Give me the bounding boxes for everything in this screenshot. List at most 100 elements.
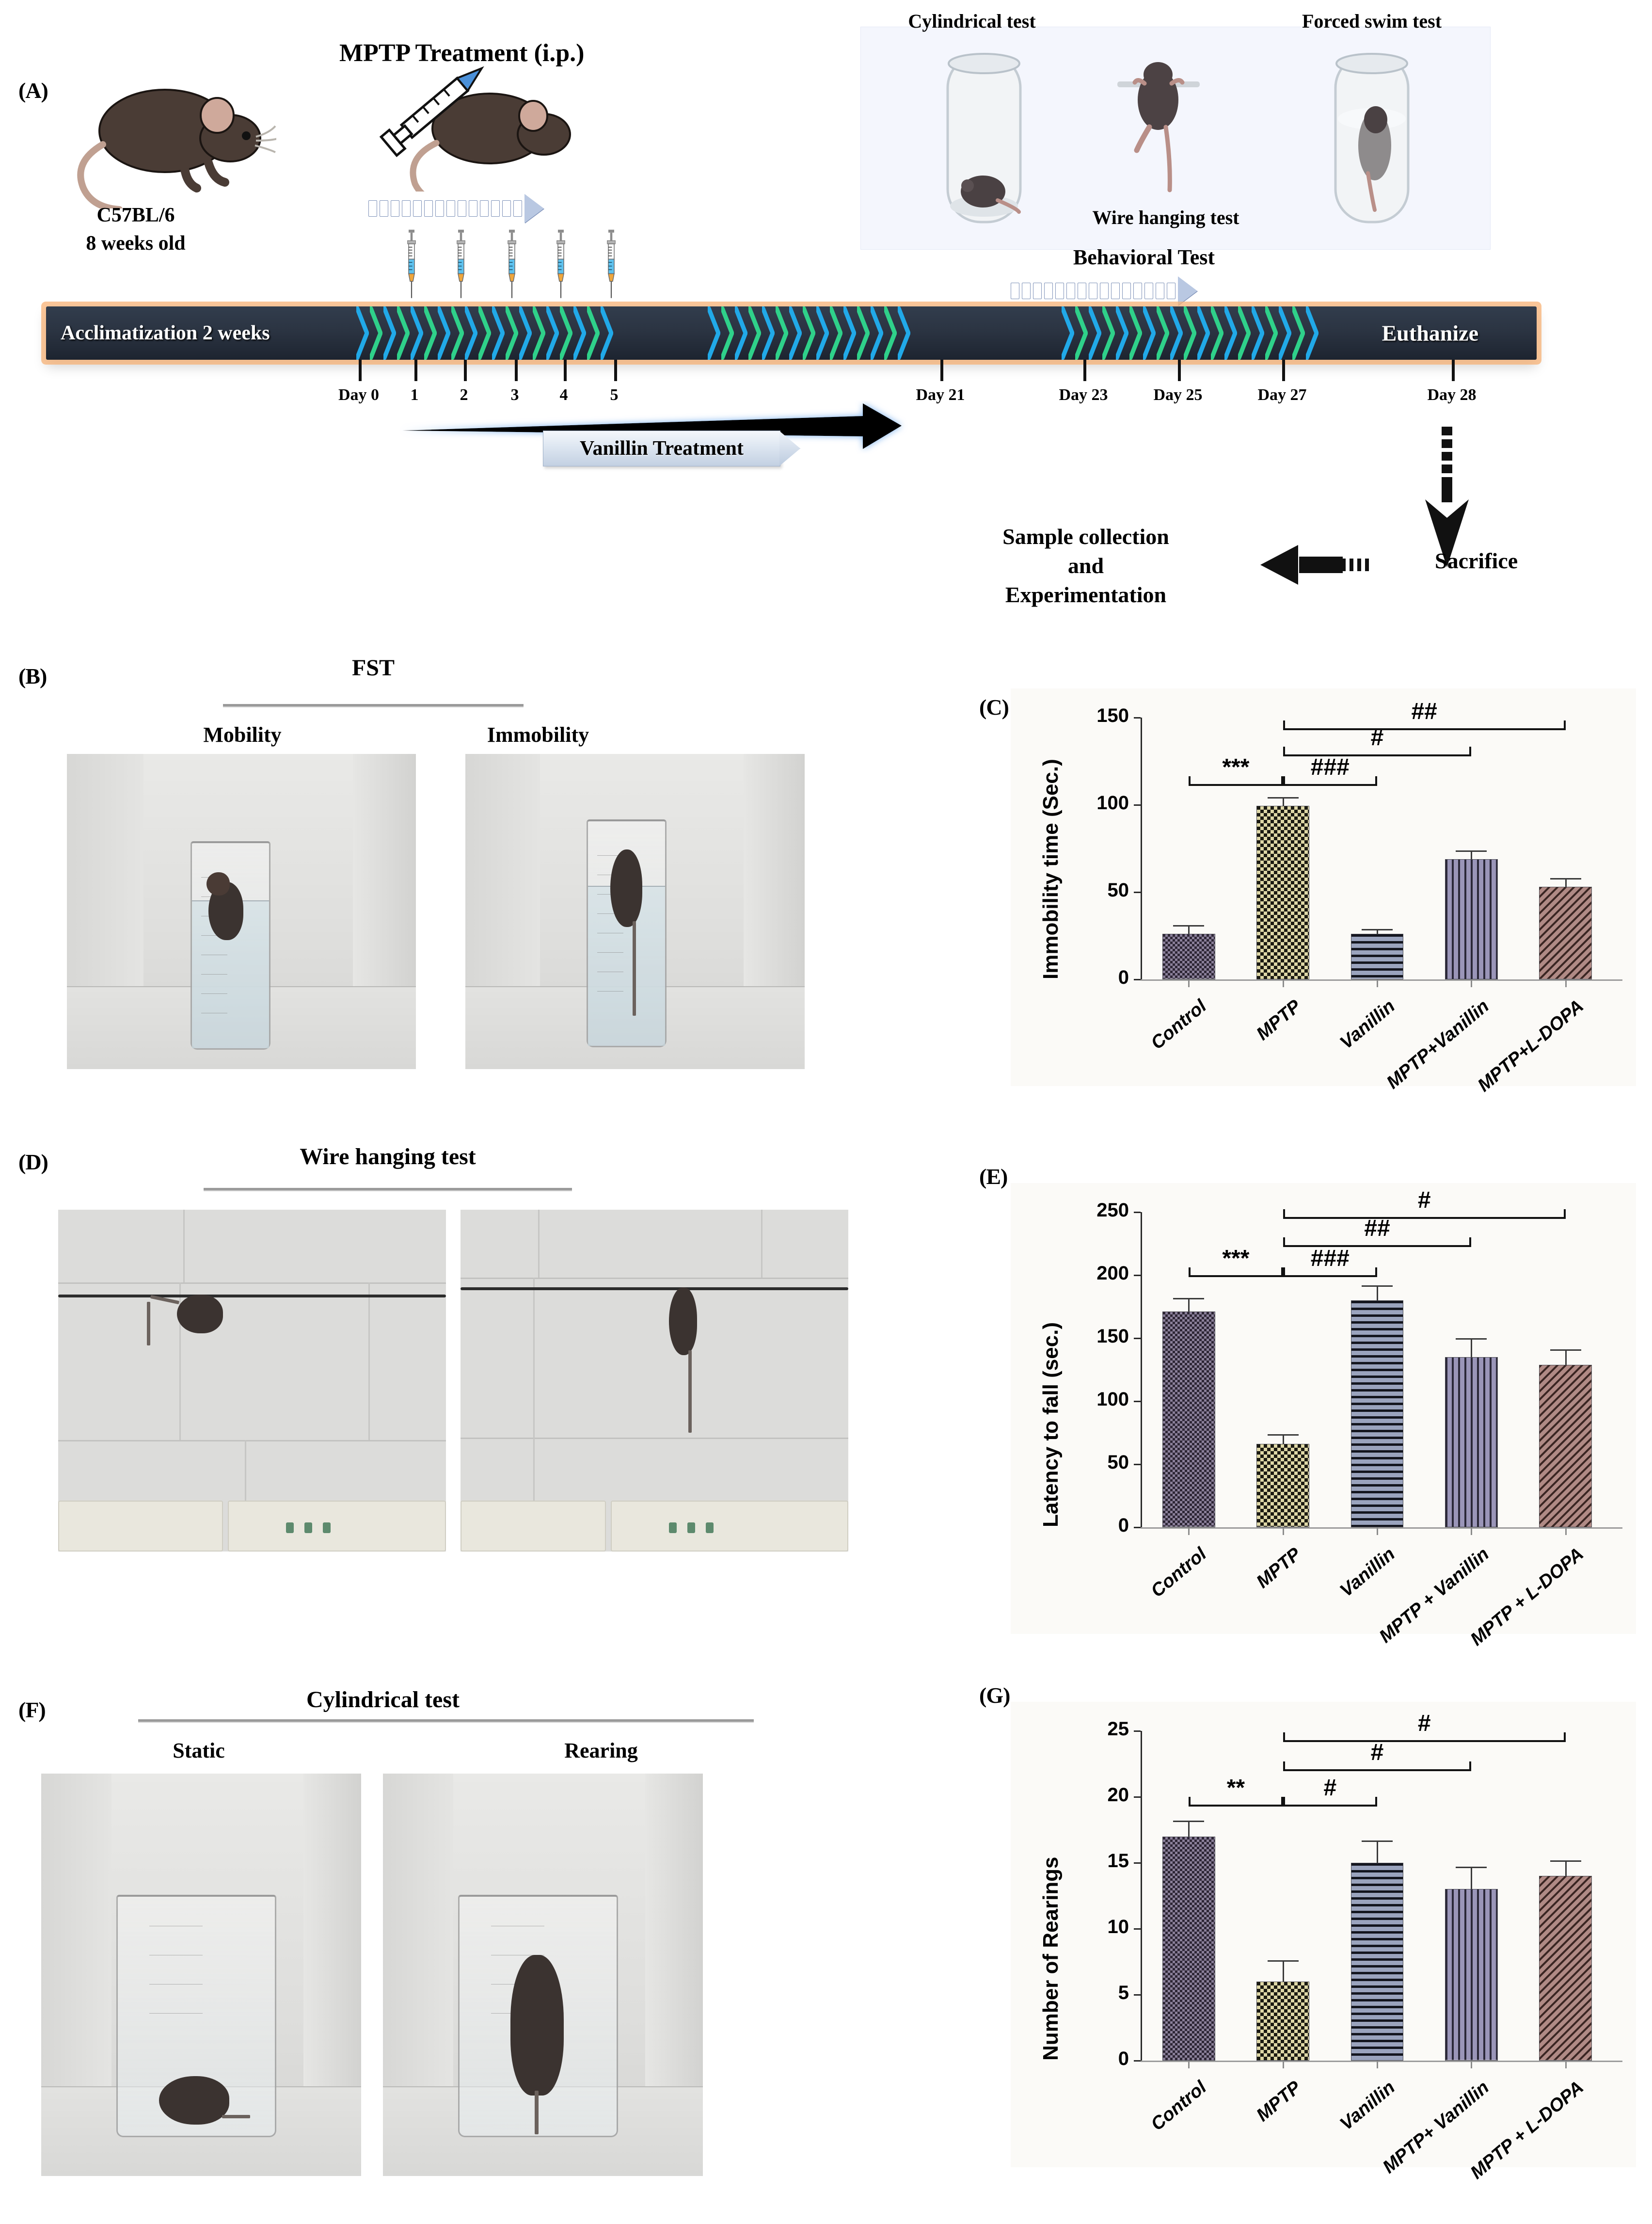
timeline-chevron bbox=[519, 306, 532, 360]
wire-hanging-test-label: Wire hanging test bbox=[1092, 207, 1239, 228]
chart-y-axis-label: Latency to fall (sec.) bbox=[1039, 1322, 1063, 1527]
chart-significance-tick bbox=[1283, 746, 1285, 756]
wire-hanging-test-icon bbox=[1117, 62, 1200, 192]
mouse-strain-line2: 8 weeks old bbox=[86, 232, 186, 255]
timeline-chevron bbox=[1129, 306, 1142, 360]
panel-e-letter: (E) bbox=[979, 1164, 1008, 1189]
timeline-chevron bbox=[1252, 306, 1264, 360]
chart-error-cap bbox=[1456, 1867, 1487, 1869]
panel-f-letter: (F) bbox=[18, 1697, 46, 1722]
chart-error-cap bbox=[1267, 1960, 1299, 1962]
chart-significance-label: # bbox=[1417, 1187, 1431, 1214]
panel-b-fst-photos: (B) FST Mobility Immobility bbox=[0, 650, 969, 1110]
panel-e-chart-latency-to-fall: 0 50 100 150 200 250 Latency to fall (sec.) Con… bbox=[1011, 1183, 1636, 1650]
chart-y-tick-label: 150 bbox=[1096, 705, 1129, 726]
chart-significance-label: ## bbox=[1411, 698, 1437, 724]
chart-x-category-label: Control bbox=[1147, 1544, 1211, 1602]
chart-y-tick bbox=[1134, 1928, 1141, 1930]
chart-x-axis bbox=[1141, 979, 1622, 981]
timeline-bar: Acclimatization 2 weeks Euthanize bbox=[46, 306, 1537, 360]
timeline-chevron bbox=[1292, 306, 1305, 360]
forced-swim-test-icon bbox=[1334, 53, 1410, 224]
timeline-tick bbox=[1178, 360, 1181, 381]
chart-bar bbox=[1350, 934, 1404, 979]
chart-x-tick bbox=[1471, 2061, 1473, 2068]
chart-significance-tick bbox=[1283, 1761, 1285, 1771]
sacrifice-label: Sacrifice bbox=[1435, 548, 1518, 573]
cylindrical-test-icon bbox=[946, 53, 1022, 224]
chart-y-axis bbox=[1141, 1731, 1142, 2061]
chart-x-tick bbox=[1188, 2061, 1190, 2068]
timeline-chevron bbox=[1116, 306, 1128, 360]
panel-d-photo-left bbox=[58, 1210, 446, 1552]
timeline-chevron bbox=[1279, 306, 1291, 360]
chart-y-tick bbox=[1134, 1275, 1141, 1276]
chart-significance-line bbox=[1283, 1805, 1377, 1807]
chart-bar bbox=[1445, 1357, 1498, 1527]
chart-significance-tick bbox=[1375, 776, 1377, 786]
timeline-chevron bbox=[843, 306, 856, 360]
timeline-day-label: Day 27 bbox=[1257, 386, 1307, 404]
timeline-chevron bbox=[1211, 306, 1223, 360]
chart-error-cap bbox=[1362, 928, 1393, 930]
sample-collection-line2: and bbox=[1067, 553, 1104, 578]
panel-a-letter: (A) bbox=[18, 78, 48, 103]
timeline-day-label: 1 bbox=[410, 386, 419, 404]
timeline-chevron bbox=[573, 306, 586, 360]
timeline-tick bbox=[464, 360, 467, 381]
chart-y-axis bbox=[1141, 1212, 1142, 1527]
chart-significance-line bbox=[1189, 1805, 1283, 1807]
chart-error-bar bbox=[1565, 1860, 1567, 1876]
chart-error-cap bbox=[1267, 1434, 1299, 1436]
chart-y-tick-label: 15 bbox=[1107, 1850, 1129, 1872]
chart-significance-line bbox=[1189, 1275, 1283, 1277]
panel-f-caption-rearing: Rearing bbox=[564, 1739, 638, 1762]
timeline-chevron bbox=[383, 306, 396, 360]
chart-y-tick bbox=[1134, 1212, 1141, 1213]
chart-significance-label: ### bbox=[1310, 1246, 1350, 1271]
timeline-day-label: Day 0 bbox=[338, 386, 380, 404]
timeline-chevron bbox=[776, 306, 788, 360]
chart-x-category-label: MPTP + Vanillin bbox=[1375, 1544, 1493, 1647]
chart-x-tick bbox=[1565, 1527, 1567, 1535]
panel-c-letter: (C) bbox=[979, 695, 1009, 720]
timeline-chevron bbox=[1197, 306, 1210, 360]
chart-x-tick bbox=[1282, 979, 1284, 987]
timeline-day-label: 3 bbox=[510, 386, 519, 404]
timeline-tick bbox=[515, 360, 518, 381]
chart-error-bar bbox=[1282, 1434, 1284, 1444]
timeline-chevron bbox=[1089, 306, 1101, 360]
timeline-chevron bbox=[438, 306, 450, 360]
chart-significance-tick bbox=[1375, 1797, 1377, 1807]
chart-x-category-label: Control bbox=[1147, 2077, 1211, 2135]
syringe-icon bbox=[556, 229, 565, 298]
chart-significance-tick bbox=[1283, 1732, 1285, 1743]
chart-bar bbox=[1350, 1863, 1404, 2061]
timeline-chevron bbox=[803, 306, 815, 360]
syringe-icon bbox=[457, 229, 465, 298]
chart-significance-tick bbox=[1469, 1761, 1472, 1771]
timeline-tick bbox=[1083, 360, 1086, 381]
sacrifice-down-arrow bbox=[1425, 427, 1469, 567]
timeline-day-label: 4 bbox=[559, 386, 568, 404]
chart-significance-label: *** bbox=[1222, 754, 1250, 780]
chart-x-tick bbox=[1377, 979, 1378, 987]
behavioral-test-label: Behavioral Test bbox=[1073, 245, 1215, 269]
panel-b-letter: (B) bbox=[18, 664, 47, 688]
chart-significance-label: ** bbox=[1226, 1775, 1245, 1801]
chart-bar bbox=[1445, 859, 1498, 979]
timeline-day-label: Day 21 bbox=[916, 386, 965, 404]
chart-significance-tick bbox=[1189, 776, 1191, 786]
timeline-chevron bbox=[871, 306, 883, 360]
timeline-chevron bbox=[1075, 306, 1088, 360]
panel-f-cylindrical-photos: (F) Cylindrical test Static Rearing bbox=[0, 1668, 969, 2182]
chart-y-tick-label: 50 bbox=[1107, 1452, 1129, 1473]
chart-significance-tick bbox=[1189, 1267, 1191, 1277]
cylindrical-test-label: Cylindrical test bbox=[908, 10, 1036, 32]
chart-y-tick bbox=[1134, 1401, 1141, 1402]
timeline-chevron bbox=[884, 306, 897, 360]
chart-y-tick-label: 20 bbox=[1107, 1784, 1129, 1806]
timeline-tick bbox=[414, 360, 417, 381]
timeline-tick bbox=[564, 360, 567, 381]
chart-x-tick bbox=[1377, 2061, 1378, 2068]
